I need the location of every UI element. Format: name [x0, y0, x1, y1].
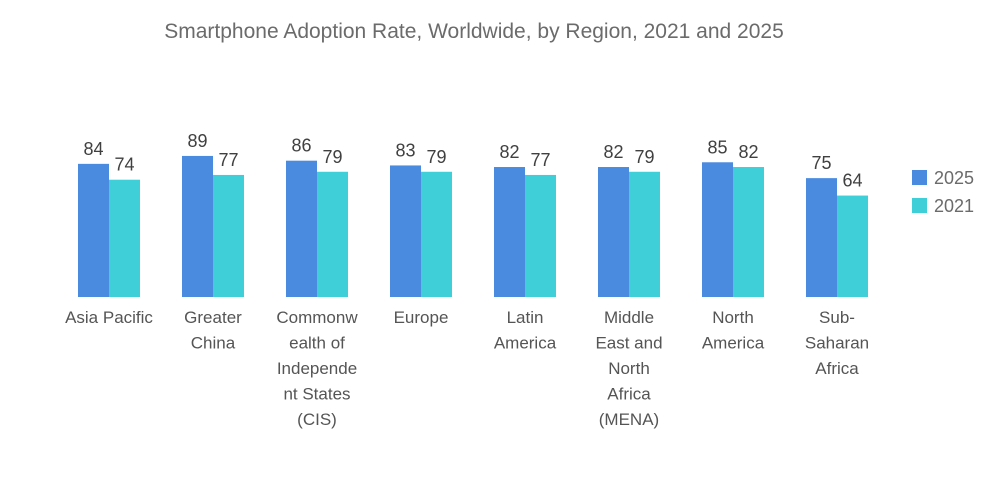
category-labels-layer: Asia Pacific Greater China Commonw ealth of I…: [65, 308, 869, 429]
category-label-6: America: [702, 334, 765, 353]
bar-2025-3: [390, 165, 421, 297]
category-label-5: East and: [595, 334, 662, 353]
bar-2021-0: [109, 179, 140, 297]
category-label-0: Asia Pacific: [65, 308, 153, 327]
value-label-2025-3: 83: [395, 140, 415, 160]
bars-layer: [78, 155, 868, 297]
value-label-2025-2: 86: [291, 136, 311, 156]
category-label-5: North: [608, 359, 650, 378]
value-label-2021-0: 74: [114, 155, 134, 175]
category-label-2: nt States: [283, 385, 350, 404]
bar-2025-2: [286, 160, 317, 297]
category-label-2: Independe: [277, 359, 357, 378]
bar-2021-1: [213, 174, 244, 297]
value-label-2021-5: 79: [634, 147, 654, 167]
category-label-2: ealth of: [289, 334, 345, 353]
value-label-2025-1: 89: [187, 131, 207, 151]
bar-2021-6: [733, 167, 764, 297]
value-label-2025-5: 82: [603, 142, 623, 162]
value-label-2021-2: 79: [322, 147, 342, 167]
value-label-2021-6: 82: [738, 142, 758, 162]
value-labels-layer: 84 74 89 77 86 79 83 79 82 77 82 79 85 82 75 64: [83, 131, 862, 191]
legend-swatch-2021: [912, 198, 927, 213]
category-label-1: China: [191, 334, 236, 353]
value-label-2025-4: 82: [499, 142, 519, 162]
category-label-4: America: [494, 334, 557, 353]
bar-2021-2: [317, 171, 348, 297]
category-label-5: (MENA): [599, 410, 659, 429]
category-label-5: Africa: [607, 385, 651, 404]
bar-2021-4: [525, 174, 556, 297]
bar-2021-7: [837, 195, 868, 297]
category-label-7: Saharan: [805, 334, 869, 353]
bar-2021-3: [421, 171, 452, 297]
legend-label-2021: 2021: [934, 196, 974, 216]
value-label-2021-1: 77: [218, 150, 238, 170]
category-label-4: Latin: [507, 308, 544, 327]
category-label-3: Europe: [394, 308, 449, 327]
legend-swatch-2025: [912, 170, 927, 185]
chart-title: Smartphone Adoption Rate, Worldwide, by …: [164, 20, 784, 43]
category-label-1: Greater: [184, 308, 242, 327]
value-label-2021-4: 77: [530, 150, 550, 170]
bar-2025-6: [702, 162, 733, 297]
category-label-5: Middle: [604, 308, 654, 327]
category-label-2: (CIS): [297, 410, 337, 429]
category-label-7: Sub-: [819, 308, 855, 327]
bar-2025-0: [78, 163, 109, 297]
bar-2025-5: [598, 167, 629, 297]
bar-2025-1: [182, 155, 213, 297]
value-label-2025-6: 85: [707, 137, 727, 157]
bar-2025-4: [494, 167, 525, 297]
legend-label-2025: 2025: [934, 168, 974, 188]
bar-2021-5: [629, 171, 660, 297]
value-label-2025-0: 84: [83, 139, 103, 159]
value-label-2025-7: 75: [811, 153, 831, 173]
category-label-7: Africa: [815, 359, 859, 378]
category-label-2: Commonw: [276, 308, 358, 327]
category-label-6: North: [712, 308, 754, 327]
bar-2025-7: [806, 178, 837, 297]
value-label-2021-7: 64: [842, 171, 862, 191]
value-label-2021-3: 79: [426, 147, 446, 167]
legend: 2025 2021: [912, 168, 974, 216]
